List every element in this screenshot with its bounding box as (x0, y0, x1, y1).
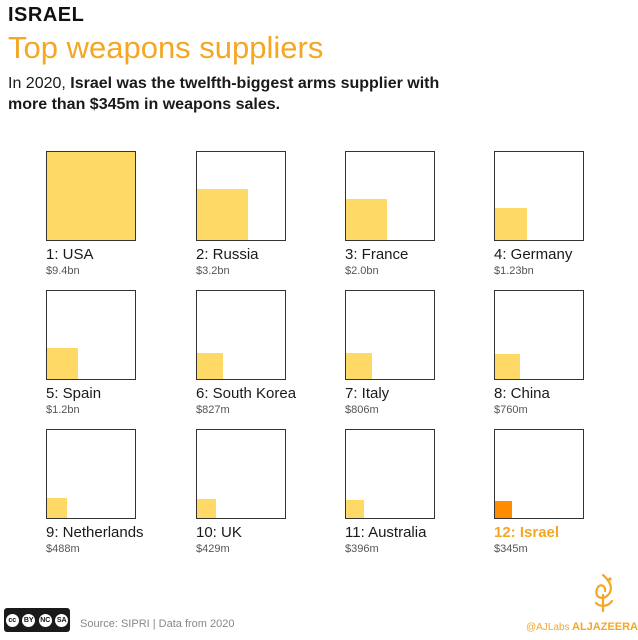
supplier-square-frame (494, 151, 584, 241)
supplier-value-square (346, 353, 372, 379)
supplier-cell: 7: Italy $806m (345, 290, 485, 420)
supplier-cell: 4: Germany $1.23bn (494, 151, 634, 281)
supplier-label: 7: Italy (345, 385, 390, 402)
sa-icon: SA (55, 613, 69, 627)
supplier-value-square (495, 354, 520, 379)
supplier-grid: 1: USA $9.4bn 2: Russia $3.2bn 3: France $2.0… (46, 151, 634, 559)
supplier-cell: 3: France $2.0bn (345, 151, 485, 281)
supplier-square-frame (494, 429, 584, 519)
supplier-cell: 6: South Korea $827m (196, 290, 336, 420)
supplier-cell: 2: Russia $3.2bn (196, 151, 336, 281)
supplier-value-square (346, 500, 364, 518)
subtitle-lead: In 2020, (8, 75, 71, 92)
supplier-square-frame (196, 151, 286, 241)
supplier-value-square (197, 353, 223, 379)
supplier-value: $488m (46, 543, 80, 555)
supplier-label: 9: Netherlands (46, 524, 144, 541)
source-note: Source: SIPRI | Data from 2020 (80, 618, 235, 630)
subtitle-bold: Israel was the twelfth-biggest arms supp… (8, 75, 440, 113)
supplier-cell: 8: China $760m (494, 290, 634, 420)
supplier-label: 5: Spain (46, 385, 102, 402)
supplier-value: $396m (345, 543, 379, 555)
subtitle: In 2020, Israel was the twelfth-biggest … (8, 73, 468, 115)
supplier-value-square (197, 499, 216, 518)
supplier-value: $429m (196, 543, 230, 555)
supplier-label: 8: China (494, 385, 550, 402)
supplier-square-frame (345, 290, 435, 380)
supplier-value: $827m (196, 404, 230, 416)
supplier-value-square (47, 152, 135, 240)
supplier-value: $345m (494, 543, 528, 555)
supplier-label: 10: UK (196, 524, 242, 541)
supplier-value: $2.0bn (345, 265, 379, 277)
supplier-label: 1: USA (46, 246, 94, 263)
supplier-cell: 9: Netherlands $488m (46, 429, 186, 559)
supplier-value-square (47, 348, 78, 379)
chart-title: Top weapons suppliers (8, 30, 324, 65)
supplier-square-frame (46, 429, 136, 519)
supplier-value: $760m (494, 404, 528, 416)
supplier-value: $806m (345, 404, 379, 416)
supplier-label: 3: France (345, 246, 409, 263)
aljazeera-logo-icon (594, 573, 614, 613)
brand-name: ALJAZEERA (572, 621, 638, 633)
supplier-value-square (197, 189, 248, 240)
supplier-square-frame (494, 290, 584, 380)
supplier-cell: 5: Spain $1.2bn (46, 290, 186, 420)
supplier-value-square (495, 501, 512, 518)
kicker: ISRAEL (8, 4, 85, 26)
supplier-value: $1.2bn (46, 404, 80, 416)
supplier-value: $3.2bn (196, 265, 230, 277)
supplier-square-frame (196, 290, 286, 380)
supplier-value: $9.4bn (46, 265, 80, 277)
credit: @AJLabs (526, 622, 570, 633)
supplier-label: 11: Australia (345, 524, 427, 541)
supplier-value-square (346, 199, 387, 240)
supplier-square-frame (345, 429, 435, 519)
supplier-label: 6: South Korea (196, 385, 297, 402)
by-icon: BY (22, 613, 36, 627)
supplier-square-frame (345, 151, 435, 241)
supplier-cell: 12: Israel $345m (494, 429, 634, 559)
supplier-value-square (47, 498, 67, 518)
supplier-value: $1.23bn (494, 265, 534, 277)
supplier-label: 4: Germany (494, 246, 573, 263)
supplier-square-frame (196, 429, 286, 519)
nc-icon: NC (38, 613, 52, 627)
supplier-value-square (495, 208, 527, 240)
cc-icon: cc (5, 613, 19, 627)
supplier-cell: 1: USA $9.4bn (46, 151, 186, 281)
supplier-square-frame (46, 290, 136, 380)
supplier-label: 2: Russia (196, 246, 259, 263)
cc-license-badge: cc BY NC SA (4, 608, 70, 632)
supplier-cell: 11: Australia $396m (345, 429, 485, 559)
supplier-label: 12: Israel (494, 524, 560, 541)
supplier-square-frame (46, 151, 136, 241)
supplier-cell: 10: UK $429m (196, 429, 336, 559)
